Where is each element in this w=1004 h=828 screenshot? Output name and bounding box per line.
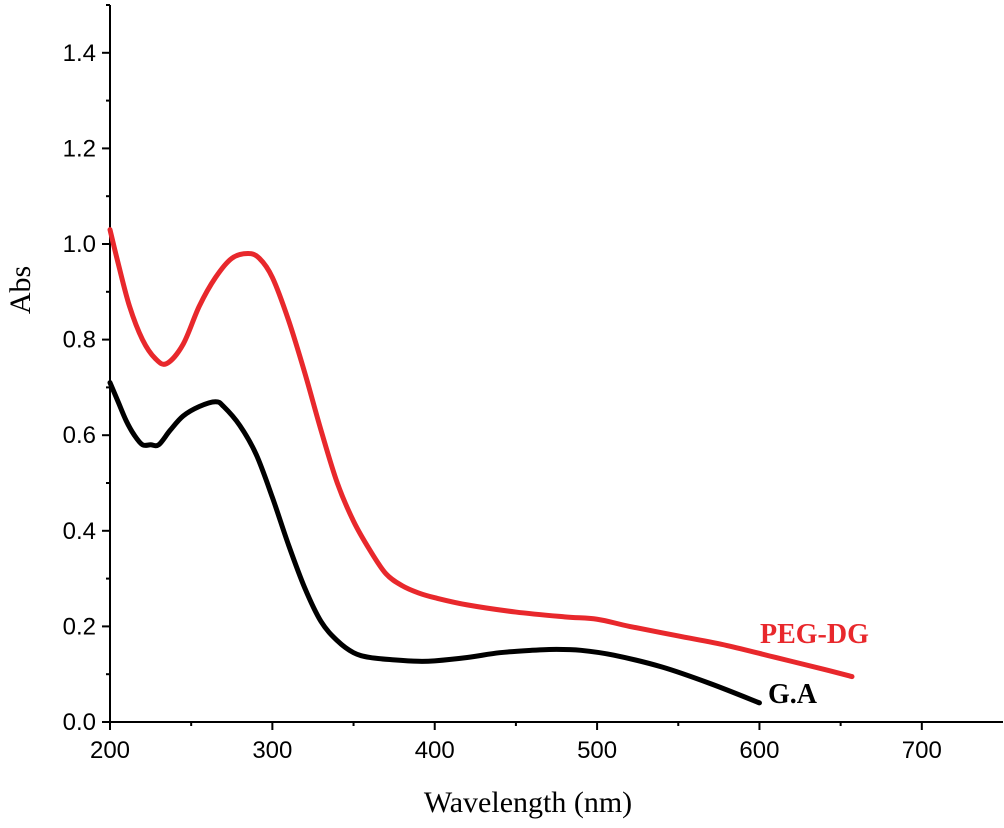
axes <box>109 5 1003 723</box>
series-line-ga <box>107 380 762 706</box>
y-axis-title: Abs <box>4 266 37 314</box>
x-tick-label: 700 <box>902 737 942 764</box>
y-tick-label: 0.6 <box>63 422 96 449</box>
y-ticks: 0.0 0.2 0.4 0.6 0.8 1.0 1.2 1.4 <box>63 4 110 736</box>
y-tick-label: 1.4 <box>63 40 96 67</box>
x-tick-label: 600 <box>739 737 779 764</box>
x-tick-label: 300 <box>252 737 292 764</box>
y-tick-label: 0.2 <box>63 613 96 640</box>
y-tick-label: 0.0 <box>63 709 96 736</box>
y-tick-label: 1.0 <box>63 231 96 258</box>
y-tick-label: 1.2 <box>63 135 96 162</box>
x-ticks: 200 300 400 500 600 700 <box>90 722 942 764</box>
series-label-peg-dg: PEG-DG <box>760 619 869 650</box>
y-tick-label: 0.8 <box>63 327 96 354</box>
x-tick-label: 400 <box>415 737 455 764</box>
series-label-ga: G.A <box>768 679 818 710</box>
x-tick-label: 200 <box>90 737 130 764</box>
x-tick-label: 500 <box>577 737 617 764</box>
y-tick-label: 0.4 <box>63 518 96 545</box>
x-axis-title: Wavelength (nm) <box>424 786 632 819</box>
series-line-peg-dg <box>107 227 855 680</box>
series-group <box>107 227 855 706</box>
